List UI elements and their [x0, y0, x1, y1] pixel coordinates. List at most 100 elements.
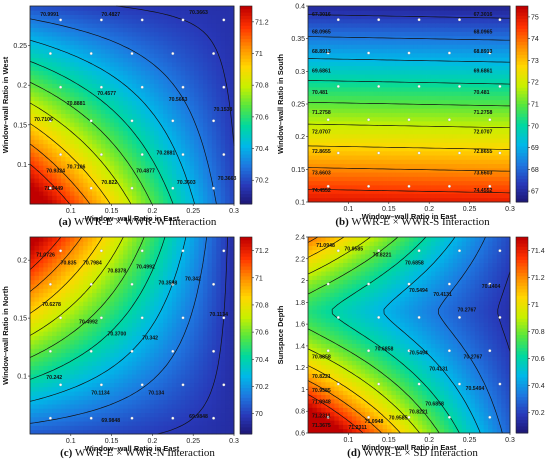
heatmap-cell — [149, 152, 155, 158]
heatmap-cell — [496, 31, 502, 37]
heatmap-cell — [127, 421, 133, 426]
heatmap-cell — [38, 408, 44, 413]
heatmap-cell — [96, 425, 102, 431]
heatmap-cell — [334, 6, 340, 11]
heatmap-cell — [216, 61, 222, 67]
heatmap-cell — [167, 429, 173, 435]
heatmap-cell — [78, 23, 84, 28]
heatmap-cell — [87, 31, 93, 37]
heatmap-cell — [56, 126, 62, 132]
heatmap-cell — [114, 391, 120, 396]
heatmap-cell — [136, 173, 142, 179]
heatmap-cell — [189, 130, 195, 136]
heatmap-cell — [61, 178, 66, 183]
heatmap-cell — [185, 92, 191, 97]
heatmap-cell — [461, 91, 467, 96]
heatmap-cell — [430, 6, 436, 11]
heatmap-cell — [38, 156, 44, 162]
heatmap-cell — [312, 146, 318, 152]
heatmap-cell — [417, 23, 423, 28]
heatmap-cell — [180, 57, 186, 63]
heatmap-cell — [483, 142, 489, 148]
heatmap-cell — [316, 155, 322, 160]
heatmap-cell — [369, 6, 375, 11]
heatmap-cell — [69, 100, 75, 106]
heatmap-cell — [38, 186, 44, 192]
heatmap-cell — [373, 159, 379, 165]
heatmap-cell — [189, 96, 195, 102]
heatmap-cell — [127, 404, 133, 409]
heatmap-cell — [171, 195, 177, 201]
heatmap-cell — [452, 172, 458, 177]
heatmap-cell — [30, 391, 35, 396]
heatmap-cell — [109, 178, 115, 183]
heatmap-cell — [149, 96, 155, 102]
heatmap-cell — [38, 83, 44, 89]
heatmap-cell — [479, 133, 485, 139]
heatmap-cell — [74, 83, 80, 89]
heatmap-cell — [501, 167, 507, 173]
heatmap-cell — [474, 197, 480, 203]
heatmap-cell — [56, 113, 62, 119]
heatmap-cell — [202, 105, 208, 110]
heatmap-cell — [180, 53, 186, 59]
heatmap-cell — [474, 133, 480, 139]
heatmap-cell — [312, 180, 318, 186]
heatmap-cell — [65, 173, 71, 179]
heatmap-cell — [100, 399, 106, 405]
heatmap-cell — [43, 70, 49, 76]
heatmap-cell — [61, 395, 66, 401]
heatmap-cell — [118, 105, 124, 110]
heatmap-cell — [391, 129, 397, 135]
heatmap-cell — [430, 61, 436, 67]
heatmap-cell — [452, 23, 458, 28]
heatmap-cell — [466, 121, 471, 126]
heatmap-cell — [114, 10, 120, 15]
heatmap-cell — [216, 100, 222, 106]
heatmap-cell — [198, 40, 204, 46]
heatmap-cell — [105, 148, 111, 153]
heatmap-cell — [194, 135, 199, 140]
heatmap-cell — [343, 116, 348, 122]
heatmap-cell — [435, 65, 441, 71]
heatmap-cell — [92, 49, 97, 54]
heatmap-cell — [118, 87, 124, 93]
heatmap-cell — [225, 100, 230, 106]
colorbar-tick-label: 67 — [531, 189, 539, 196]
heatmap-cell — [466, 180, 471, 186]
heatmap-cell — [505, 150, 511, 156]
heatmap-cell — [30, 199, 35, 205]
heatmap-cell — [163, 135, 168, 140]
contour-label: 72.0707 — [474, 129, 493, 135]
heatmap-cell — [501, 27, 507, 32]
colorbar-segment — [240, 134, 252, 139]
heatmap-cell — [185, 182, 191, 188]
heatmap-cell — [74, 126, 80, 132]
heatmap-cell — [417, 116, 423, 122]
heatmap-cell — [52, 186, 57, 192]
sample-point — [407, 118, 411, 122]
colorbar-segment — [240, 15, 252, 20]
heatmap-cell — [387, 23, 392, 28]
heatmap-cell — [435, 78, 441, 84]
heatmap-cell — [308, 82, 313, 88]
heatmap-cell — [382, 52, 388, 58]
heatmap-cell — [492, 95, 498, 101]
heatmap-cell — [185, 79, 191, 84]
heatmap-cell — [92, 31, 97, 37]
heatmap-cell — [207, 395, 213, 401]
heatmap-cell — [185, 6, 191, 11]
heatmap-cell — [38, 6, 44, 11]
heatmap-cell — [127, 100, 133, 106]
heatmap-cell — [171, 126, 177, 132]
heatmap-cell — [316, 14, 322, 20]
heatmap-cell — [163, 105, 168, 110]
colorbar-segment — [240, 167, 252, 172]
heatmap-cell — [488, 61, 493, 67]
heatmap-cell — [185, 109, 191, 114]
heatmap-cell — [211, 14, 217, 20]
heatmap-cell — [220, 425, 226, 431]
heatmap-cell — [220, 92, 226, 97]
heatmap-cell — [430, 27, 436, 32]
heatmap-cell — [387, 155, 392, 160]
